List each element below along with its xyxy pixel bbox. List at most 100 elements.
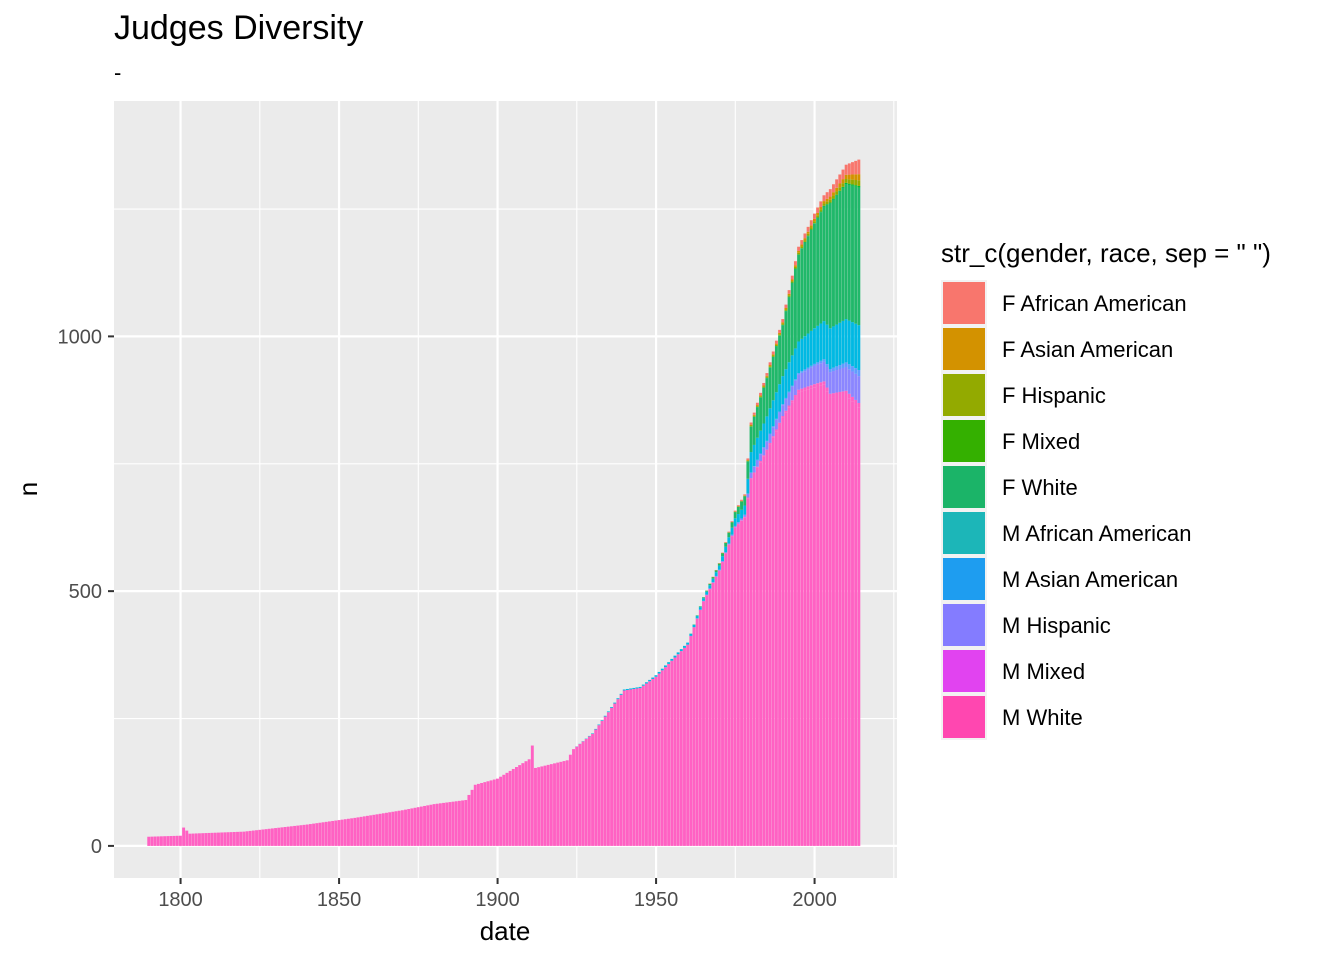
bar-1920 bbox=[559, 761, 563, 846]
bar-1951 bbox=[657, 671, 661, 846]
bar-1891 bbox=[467, 794, 471, 846]
bar-segment bbox=[844, 394, 848, 846]
legend-item: F African American bbox=[941, 280, 1187, 326]
bar-segment bbox=[838, 190, 842, 192]
bar-segment bbox=[698, 607, 702, 610]
bar-segment bbox=[435, 803, 439, 846]
bar-segment bbox=[803, 336, 807, 370]
bar-1836 bbox=[293, 825, 297, 846]
bar-segment bbox=[771, 436, 775, 438]
bar-1882 bbox=[438, 803, 442, 846]
bar-segment bbox=[825, 366, 829, 388]
bar-segment bbox=[702, 597, 705, 599]
bar-segment bbox=[324, 821, 328, 846]
bar-segment bbox=[832, 367, 835, 372]
bar-segment bbox=[809, 225, 813, 228]
bar-1833 bbox=[283, 826, 287, 846]
bar-segment bbox=[851, 184, 854, 186]
chart-title: Judges Diversity bbox=[114, 9, 363, 47]
bar-segment bbox=[835, 392, 839, 397]
bar-segment bbox=[654, 675, 658, 677]
bar-segment bbox=[787, 392, 791, 406]
bar-segment bbox=[676, 652, 680, 655]
bar-segment bbox=[565, 760, 569, 846]
bar-1994 bbox=[793, 261, 797, 846]
bar-segment bbox=[730, 534, 734, 536]
bar-segment bbox=[838, 187, 842, 191]
bar-segment bbox=[797, 254, 801, 342]
bar-segment bbox=[812, 387, 816, 846]
bar-segment bbox=[426, 805, 430, 846]
bar-segment bbox=[838, 322, 842, 366]
bar-segment bbox=[816, 364, 820, 384]
bar-segment bbox=[809, 230, 813, 331]
bar-segment bbox=[844, 174, 848, 180]
bar-segment bbox=[828, 393, 832, 398]
bar-segment bbox=[495, 778, 499, 846]
bar-segment bbox=[331, 820, 335, 846]
bar-segment bbox=[248, 830, 252, 846]
bar-segment bbox=[182, 827, 186, 846]
bar-segment bbox=[191, 833, 195, 846]
bar-segment bbox=[464, 800, 468, 846]
bar-segment bbox=[828, 369, 832, 373]
bar-segment bbox=[819, 323, 823, 361]
legend-title: str_c(gender, race, sep = " ") bbox=[941, 238, 1271, 268]
bar-segment bbox=[781, 405, 785, 417]
bar-2010 bbox=[844, 164, 848, 846]
legend-label: M African American bbox=[1002, 521, 1192, 546]
bar-segment bbox=[765, 416, 769, 441]
bar-segment bbox=[787, 362, 791, 392]
bar-1811 bbox=[213, 832, 217, 846]
bar-1963 bbox=[695, 615, 699, 846]
bar-segment bbox=[489, 780, 493, 846]
bar-segment bbox=[721, 556, 724, 561]
bar-segment bbox=[511, 768, 515, 846]
bar-1935 bbox=[606, 711, 610, 846]
bar-segment bbox=[670, 658, 674, 661]
bar-segment bbox=[755, 467, 759, 846]
bar-1846 bbox=[324, 821, 328, 846]
bar-segment bbox=[337, 820, 341, 846]
bar-segment bbox=[166, 836, 170, 846]
bar-segment bbox=[790, 386, 794, 401]
bar-1969 bbox=[714, 569, 718, 846]
bar-segment bbox=[394, 811, 398, 846]
bar-1871 bbox=[404, 809, 407, 846]
bar-segment bbox=[781, 319, 785, 323]
bar-1874 bbox=[413, 807, 417, 846]
bar-segment bbox=[759, 454, 763, 462]
bar-segment bbox=[572, 749, 575, 846]
bar-segment bbox=[746, 460, 750, 461]
bar-segment bbox=[787, 293, 791, 296]
bar-segment bbox=[803, 241, 807, 243]
bar-segment bbox=[708, 583, 712, 586]
bar-2008 bbox=[838, 174, 842, 846]
bar-segment bbox=[346, 818, 350, 846]
bar-segment bbox=[844, 366, 848, 391]
bar-segment bbox=[733, 527, 737, 846]
bar-segment bbox=[800, 391, 804, 846]
bar-segment bbox=[277, 827, 281, 846]
bar-segment bbox=[483, 782, 487, 846]
x-tick-label: 2000 bbox=[792, 889, 837, 911]
legend-label: M White bbox=[1002, 705, 1083, 730]
bar-segment bbox=[812, 221, 816, 224]
bar-1881 bbox=[435, 803, 439, 846]
bar-segment bbox=[809, 229, 813, 231]
bar-segment bbox=[851, 185, 854, 323]
bar-segment bbox=[835, 396, 839, 846]
bar-segment bbox=[793, 268, 797, 349]
bar-segment bbox=[736, 514, 740, 523]
bar-segment bbox=[781, 376, 785, 405]
bar-segment bbox=[470, 789, 474, 846]
bar-segment bbox=[727, 532, 731, 538]
bar-segment bbox=[613, 703, 617, 846]
bar-1977 bbox=[740, 499, 743, 846]
bar-segment bbox=[743, 517, 747, 846]
bar-segment bbox=[242, 831, 246, 846]
bar-1827 bbox=[264, 829, 268, 846]
bar-segment bbox=[828, 397, 832, 846]
bar-segment bbox=[188, 833, 192, 846]
bar-segment bbox=[606, 712, 610, 846]
